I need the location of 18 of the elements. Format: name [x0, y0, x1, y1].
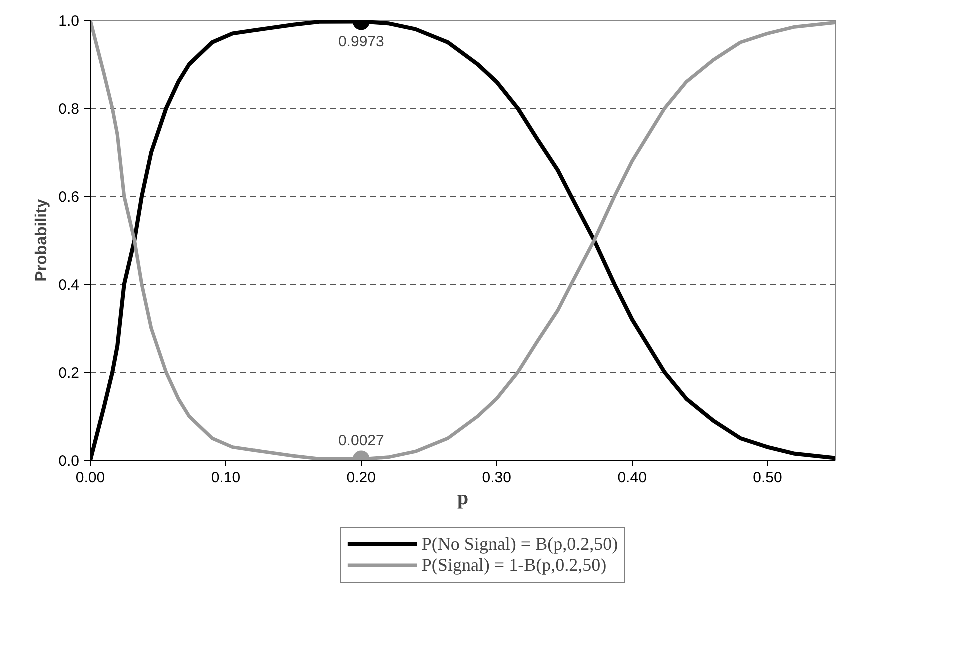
x-tick-label: 0.50	[753, 470, 782, 486]
y-tick-label: 0.2	[58, 365, 80, 382]
x-tick-label: 0.40	[618, 470, 647, 486]
legend-label: P(No Signal) = B(p,0.2,50)	[422, 534, 618, 554]
y-tick-label: 1.0	[58, 13, 80, 30]
y-tick-label: 0.8	[58, 101, 80, 118]
y-tick-label: 0.4	[58, 277, 80, 294]
x-tick-label: 0.30	[482, 470, 512, 486]
y-tick-label: 0.0	[58, 453, 80, 470]
y-axis-title: Probability	[34, 199, 51, 282]
x-tick-label: 0.10	[211, 470, 241, 486]
x-tick-label: 0.00	[76, 470, 106, 486]
x-tick-label: 0.20	[346, 470, 376, 486]
legend-label: P(Signal) = 1-B(p,0.2,50)	[422, 554, 607, 576]
annotation: 0.9973	[338, 34, 384, 51]
y-tick-label: 0.6	[58, 189, 80, 206]
x-axis-title: p	[457, 488, 469, 510]
annotation: 0.0027	[338, 432, 384, 450]
